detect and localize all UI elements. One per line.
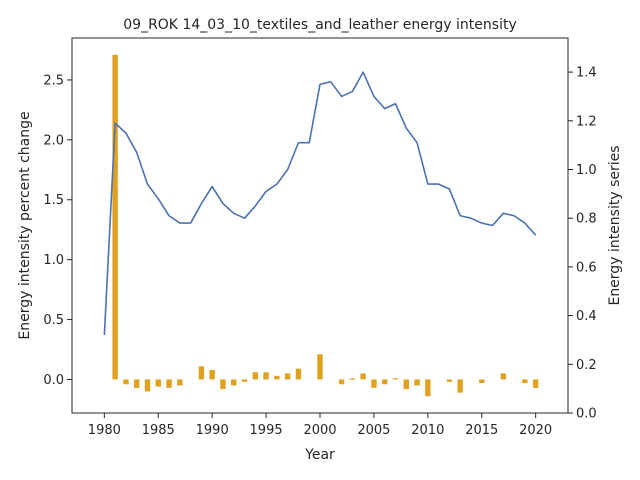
x-tick-label-1985: 1985	[142, 423, 175, 438]
bar-2009	[414, 379, 420, 386]
y-left-tick-label-5: 2.5	[43, 73, 64, 88]
chart-title: 09_ROK 14_03_10_textiles_and_leather ene…	[123, 17, 516, 33]
bar-2005	[371, 379, 377, 388]
bar-1987	[177, 379, 183, 386]
x-axis: 1980 1985 1990 1995 2000 2005 2010 2015 2020	[88, 413, 552, 438]
y-left-tick-label-4: 2.0	[43, 133, 64, 148]
bar-1995	[263, 372, 269, 380]
x-axis-title: Year	[304, 447, 335, 463]
y-right-tick-label-3: 0.6	[576, 260, 597, 275]
bar-2012	[446, 379, 453, 382]
bar-1983	[134, 379, 140, 388]
x-tick-label-2010: 2010	[411, 423, 444, 438]
bar-1997	[284, 373, 291, 380]
x-tick-label-2020: 2020	[519, 423, 552, 438]
bar-2019	[522, 379, 528, 384]
bar-1989	[198, 366, 205, 380]
bar-1984	[144, 379, 151, 392]
bar-1991	[220, 379, 226, 390]
bar-1996	[274, 375, 280, 380]
bar-2002	[338, 379, 345, 385]
y-right-tick-label-0: 0.0	[576, 407, 597, 422]
bar-series	[112, 54, 539, 397]
y-left-tick-label-2: 1.0	[43, 253, 64, 268]
bar-1990	[209, 369, 215, 380]
bar-2017	[500, 373, 506, 380]
line-series	[103, 71, 537, 336]
bar-2010	[425, 379, 431, 397]
bar-2008	[403, 379, 409, 390]
bar-1982	[123, 379, 129, 385]
x-tick-label-1990: 1990	[196, 423, 229, 438]
bar-1998	[295, 368, 302, 380]
x-tick-label-1995: 1995	[250, 423, 283, 438]
bar-1992	[231, 379, 237, 386]
bar-2006	[382, 379, 388, 385]
energy-intensity-series-line	[103, 71, 537, 336]
y-right-tick-label-7: 1.4	[576, 66, 597, 81]
bar-1993	[241, 379, 248, 382]
bar-2000	[317, 354, 323, 380]
y-left-axis-title: Energy intensity percent change	[17, 111, 33, 339]
y-right-tick-label-4: 0.8	[576, 212, 597, 227]
bar-2013	[457, 379, 463, 393]
y-right-tick-label-5: 1.0	[576, 163, 597, 178]
plot-frame	[71, 37, 569, 414]
bar-1994	[252, 372, 258, 380]
y-left-tick-label-0: 0.0	[43, 373, 64, 388]
y-right-axis: 0.0 0.2 0.4 0.6 0.8 1.0 1.2 1.4	[568, 66, 597, 422]
bar-2020	[532, 379, 539, 388]
x-tick-label-1980: 1980	[88, 423, 121, 438]
y-left-axis: 0.0 0.5 1.0 1.5 2.0 2.5	[43, 73, 72, 388]
bar-2004	[360, 373, 366, 380]
y-left-tick-label-1: 0.5	[43, 313, 64, 328]
y-right-tick-label-2: 0.4	[576, 309, 597, 324]
y-right-axis-title: Energy intensity series	[607, 145, 623, 305]
y-right-tick-label-1: 0.2	[576, 358, 597, 373]
x-tick-label-2015: 2015	[465, 423, 498, 438]
bar-2007	[392, 378, 399, 380]
y-left-tick-label-3: 1.5	[43, 193, 64, 208]
y-right-tick-label-6: 1.2	[576, 114, 597, 129]
bar-1986	[166, 379, 172, 388]
x-tick-label-2000: 2000	[303, 423, 336, 438]
bar-1981	[112, 54, 118, 380]
bar-1985	[155, 379, 161, 387]
bar-2015	[479, 379, 485, 384]
x-tick-label-2005: 2005	[357, 423, 390, 438]
bar-2003	[349, 378, 356, 380]
